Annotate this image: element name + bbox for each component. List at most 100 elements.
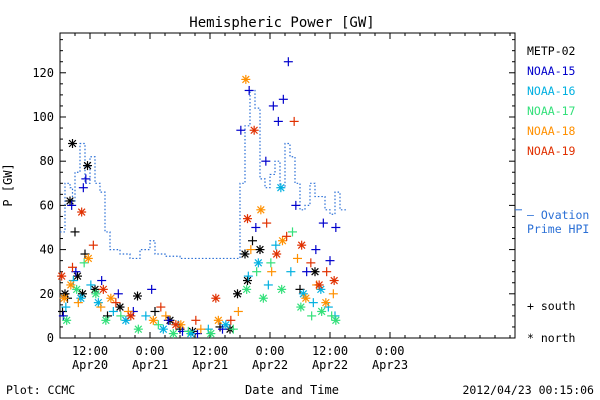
data-point-noaa-15 [278, 94, 288, 104]
x-tick-label-time: 0:00 [136, 344, 165, 358]
data-point-noaa-18 [96, 302, 106, 312]
data-point-metp-02 [240, 249, 250, 259]
data-point-noaa-19 [226, 315, 236, 325]
marker-stroke [297, 241, 306, 249]
data-point-noaa-15 [261, 156, 271, 166]
marker-stroke [60, 294, 68, 303]
data-point-noaa-18 [301, 293, 311, 303]
data-point-noaa-15 [236, 125, 246, 135]
data-point-noaa-17 [153, 320, 163, 330]
marker-stroke [278, 236, 287, 245]
data-point-noaa-15 [331, 222, 341, 232]
data-point-noaa-19 [249, 125, 259, 135]
marker-stroke [102, 316, 110, 325]
data-point-metp-02 [83, 161, 92, 171]
ovation-line-series [60, 89, 346, 260]
data-point-noaa-16 [158, 324, 168, 334]
data-point-noaa-15 [67, 200, 77, 210]
x-tick-label-date: Apr21 [132, 358, 168, 372]
data-point-noaa-16 [276, 183, 286, 193]
y-tick-label: 60 [40, 198, 54, 212]
marker-stroke [243, 214, 252, 223]
x-tick-label-date: Apr20 [72, 358, 108, 372]
data-point-noaa-16 [121, 315, 131, 325]
marker-stroke [134, 325, 143, 333]
data-point-noaa-19 [126, 311, 136, 321]
x-tick-label-date: Apr23 [372, 358, 408, 372]
data-point-noaa-19 [262, 218, 272, 228]
data-point-noaa-17 [242, 284, 252, 294]
data-point-noaa-15 [163, 315, 173, 325]
data-point-noaa-18 [83, 253, 93, 263]
marker-stroke [241, 250, 249, 258]
data-point-noaa-19 [272, 249, 282, 259]
marker-stroke [259, 294, 268, 303]
legend-entry-noaa-19: NOAA-19 [527, 144, 576, 158]
marker-stroke [207, 329, 215, 338]
data-point-noaa-19 [297, 240, 307, 250]
data-point-noaa-18 [73, 298, 83, 308]
legend-entry-noaa-16: NOAA-16 [527, 84, 576, 98]
y-axis-label: P [GW] [1, 163, 15, 206]
marker-stroke [92, 289, 100, 298]
data-point-noaa-16 [253, 258, 263, 268]
data-point-noaa-18 [196, 324, 206, 334]
data-point-noaa-15 [325, 256, 335, 266]
data-point-noaa-17 [228, 324, 238, 334]
marker-stroke [277, 183, 285, 192]
marker-stroke [299, 289, 308, 298]
data-point-noaa-18 [256, 205, 266, 215]
data-markers [57, 57, 341, 339]
marker-stroke [83, 161, 92, 170]
data-point-noaa-17 [258, 293, 268, 303]
marker-stroke [169, 329, 178, 338]
data-point-noaa-15 [268, 101, 278, 111]
data-point-noaa-19 [88, 240, 98, 250]
plot-frame [59, 32, 516, 339]
legend-entry-noaa-18: NOAA-18 [527, 124, 576, 138]
data-point-noaa-15 [97, 276, 107, 286]
data-point-noaa-16 [243, 271, 253, 281]
marker-stroke [272, 250, 281, 258]
data-point-noaa-16 [308, 298, 318, 308]
marker-stroke [257, 206, 265, 214]
marker-stroke [99, 285, 108, 294]
data-point-noaa-17 [101, 315, 111, 325]
y-tick-label: 40 [40, 243, 54, 257]
marker-stroke [91, 285, 99, 294]
marker-stroke [250, 126, 258, 135]
marker-stroke [57, 272, 66, 280]
ovation-hpi-line [60, 89, 346, 260]
data-point-noaa-17 [277, 284, 287, 294]
data-point-metp-02 [150, 306, 160, 316]
data-point-noaa-16 [108, 306, 118, 316]
y-tick-label: 20 [40, 287, 54, 301]
legend-entry-noaa-17: NOAA-17 [527, 104, 576, 118]
data-point-noaa-17 [288, 227, 297, 237]
data-point-noaa-19 [243, 214, 252, 224]
marker-stroke [127, 312, 135, 320]
marker-stroke [73, 272, 82, 280]
data-point-noaa-15 [302, 267, 312, 277]
marker-stroke [172, 320, 180, 329]
data-point-noaa-16 [141, 311, 151, 321]
data-point-noaa-18 [161, 311, 171, 321]
legend: METP-02 NOAA-15 NOAA-16 NOAA-17 NOAA-18 NOAA-… [515, 44, 589, 345]
marker-stroke [62, 316, 71, 325]
data-point-noaa-19 [306, 258, 316, 268]
data-point-noaa-15 [311, 245, 321, 255]
marker-stroke [332, 316, 340, 325]
data-point-noaa-19 [57, 271, 67, 281]
data-point-noaa-16 [221, 320, 231, 330]
legend-entry-metp-02: METP-02 [527, 44, 575, 58]
data-point-metp-02 [243, 276, 252, 286]
marker-stroke [330, 276, 338, 285]
data-point-noaa-19 [211, 293, 221, 303]
data-point-noaa-19 [68, 262, 77, 272]
data-point-noaa-19 [156, 302, 166, 312]
y-tick-label: 120 [32, 66, 54, 80]
data-point-noaa-19 [289, 116, 299, 126]
data-point-noaa-17 [62, 315, 72, 325]
marker-stroke [67, 281, 75, 289]
data-point-noaa-17 [168, 329, 178, 339]
